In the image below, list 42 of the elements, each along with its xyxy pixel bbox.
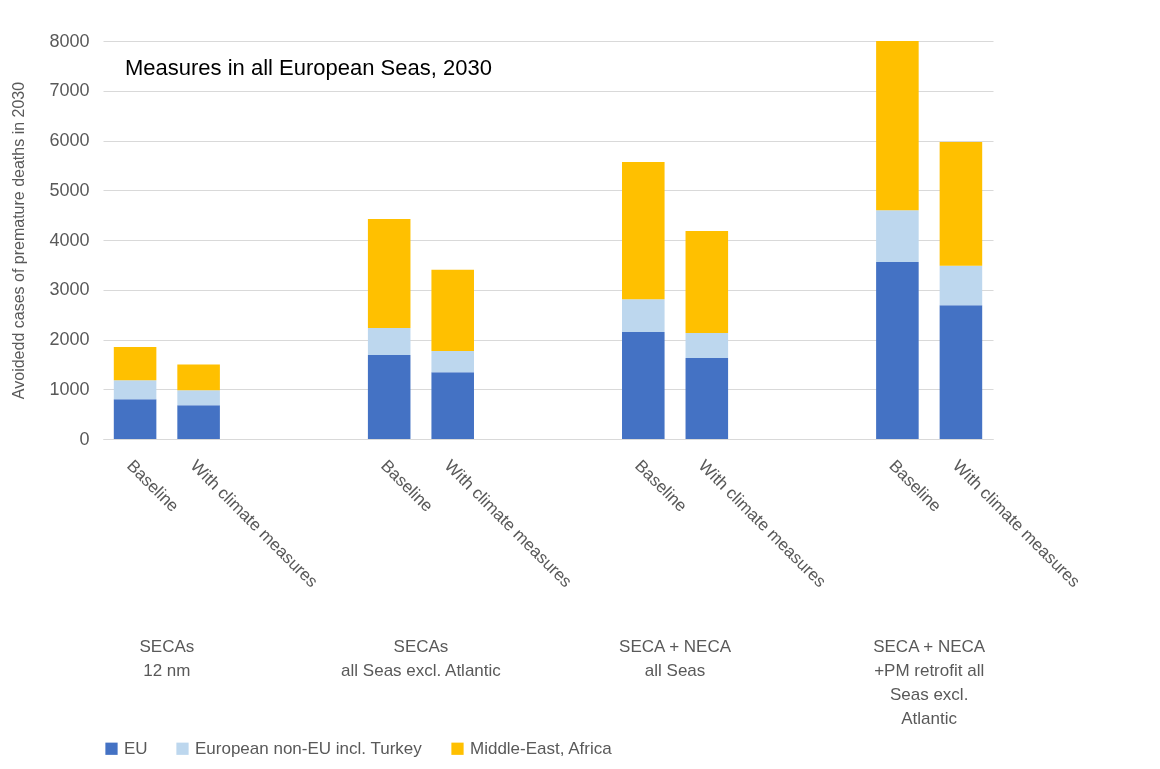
text: SECAs 12 nm [139, 637, 195, 680]
bar [177, 390, 220, 406]
bar [685, 357, 729, 439]
bar [939, 305, 983, 439]
bar [113, 399, 157, 439]
bar [939, 141, 983, 266]
y-tick-label: 6000 [49, 130, 90, 150]
y-tick-label: 3000 [49, 279, 90, 300]
bar [622, 161, 665, 300]
text: SECAs all Seas excl. Atlantic [341, 637, 502, 680]
text: SECA + NECA +PM retrofit all Seas excl. Atlantic [873, 637, 986, 728]
text: Measures in all European Seas, 2030 [125, 55, 492, 80]
bar [177, 405, 220, 439]
bar [367, 219, 411, 329]
bar [367, 328, 411, 355]
bar [622, 332, 665, 439]
text: SECA + NECA all Seas [619, 637, 732, 680]
legend-label: Middle-East, Africa [470, 738, 613, 758]
bar [622, 299, 665, 333]
bar [939, 265, 983, 306]
legend-label: EU [124, 738, 148, 758]
y-tick-label: 2000 [49, 329, 90, 349]
bar [876, 261, 919, 439]
y-tick-label: 5000 [49, 179, 90, 200]
y-tick-label: 1000 [49, 378, 90, 399]
y-tick-label: 8000 [49, 30, 90, 51]
bar [685, 333, 729, 358]
y-axis-title: Avoidedd cases of premature deaths in 2030 [10, 81, 28, 400]
legend-label: European non-EU incl. Turkey [195, 738, 423, 758]
bar [113, 380, 157, 400]
bar [685, 231, 729, 334]
bar [177, 364, 220, 391]
bar [876, 41, 919, 211]
bar [367, 354, 411, 439]
y-tick-label: 0 [79, 428, 90, 449]
y-tick-label: 7000 [49, 80, 90, 101]
bar [431, 350, 474, 373]
bar [431, 269, 474, 351]
bar [431, 372, 474, 439]
bar [876, 210, 919, 262]
bar [113, 346, 157, 381]
y-tick-label: 4000 [49, 229, 90, 250]
